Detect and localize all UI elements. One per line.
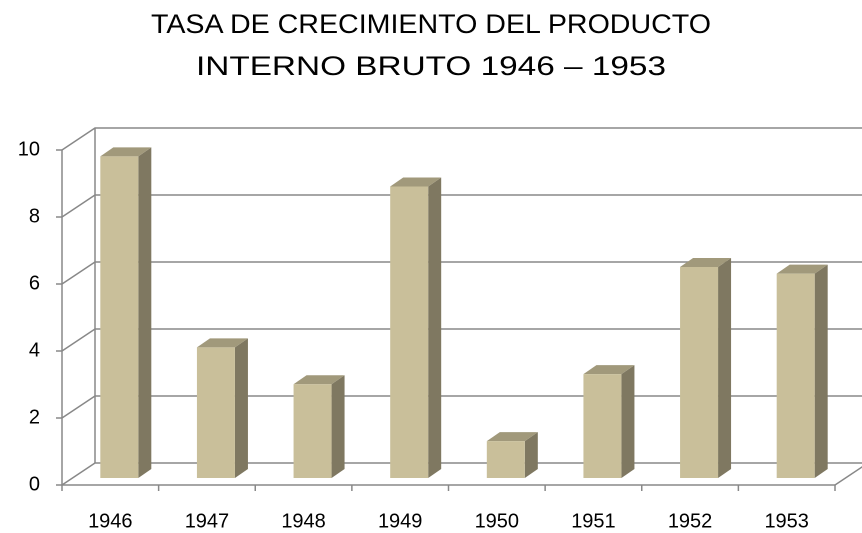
grid-line bbox=[61, 395, 862, 419]
y-tick-label: 2 bbox=[29, 406, 40, 428]
y-tick-label: 10 bbox=[18, 138, 40, 160]
bar bbox=[293, 375, 345, 478]
x-tick-label: 1951 bbox=[571, 510, 616, 532]
x-tick-label: 1949 bbox=[378, 510, 423, 532]
bar-side bbox=[138, 147, 152, 478]
grid-line bbox=[61, 261, 862, 285]
bar-front bbox=[196, 347, 235, 478]
bar-side bbox=[331, 375, 345, 478]
bar-side bbox=[814, 264, 828, 478]
bar-top bbox=[776, 264, 828, 274]
chart-title: INTERNO BRUTO 1946 – 1953 bbox=[196, 51, 666, 81]
bar bbox=[680, 257, 732, 478]
bar-side bbox=[428, 177, 442, 479]
bar-side bbox=[621, 365, 635, 478]
chart-title: TASA DE CRECIMIENTO DEL PRODUCTO bbox=[151, 9, 711, 39]
bar bbox=[776, 264, 828, 478]
bar-top bbox=[293, 375, 345, 385]
x-tick-label: 1950 bbox=[475, 510, 520, 532]
x-tick-label: 1953 bbox=[764, 510, 809, 532]
x-tick-label: 1947 bbox=[185, 510, 230, 532]
bar-front bbox=[776, 273, 815, 478]
bar-front bbox=[680, 266, 719, 478]
bar bbox=[100, 147, 152, 478]
grid-line bbox=[61, 462, 862, 486]
grid-line bbox=[61, 127, 862, 151]
bar-side bbox=[524, 432, 538, 478]
bar bbox=[390, 177, 442, 479]
y-tick-label: 0 bbox=[29, 473, 40, 495]
grid-line bbox=[61, 194, 862, 218]
bar-front bbox=[486, 441, 525, 478]
bar-front bbox=[390, 186, 429, 479]
bar-top bbox=[680, 257, 732, 267]
grid-line bbox=[61, 328, 862, 352]
bar-front bbox=[100, 156, 139, 478]
x-tick-label: 1946 bbox=[88, 510, 133, 532]
bar-top bbox=[100, 147, 152, 157]
bar-top bbox=[196, 338, 248, 348]
y-tick-label: 6 bbox=[29, 272, 40, 294]
bar-front bbox=[583, 374, 622, 478]
bar-top bbox=[486, 432, 538, 442]
bar bbox=[486, 432, 538, 478]
bar-side bbox=[234, 338, 248, 478]
bar-front bbox=[293, 384, 332, 478]
bar bbox=[196, 338, 248, 478]
y-tick-label: 4 bbox=[29, 339, 40, 361]
bar bbox=[583, 365, 635, 478]
bar-side bbox=[718, 257, 732, 478]
bar-top bbox=[583, 365, 635, 375]
x-tick-label: 1952 bbox=[668, 510, 713, 532]
x-tick-label: 1948 bbox=[281, 510, 326, 532]
y-tick-label: 8 bbox=[29, 205, 40, 227]
floor-line bbox=[834, 466, 862, 486]
bar-top bbox=[390, 177, 442, 187]
